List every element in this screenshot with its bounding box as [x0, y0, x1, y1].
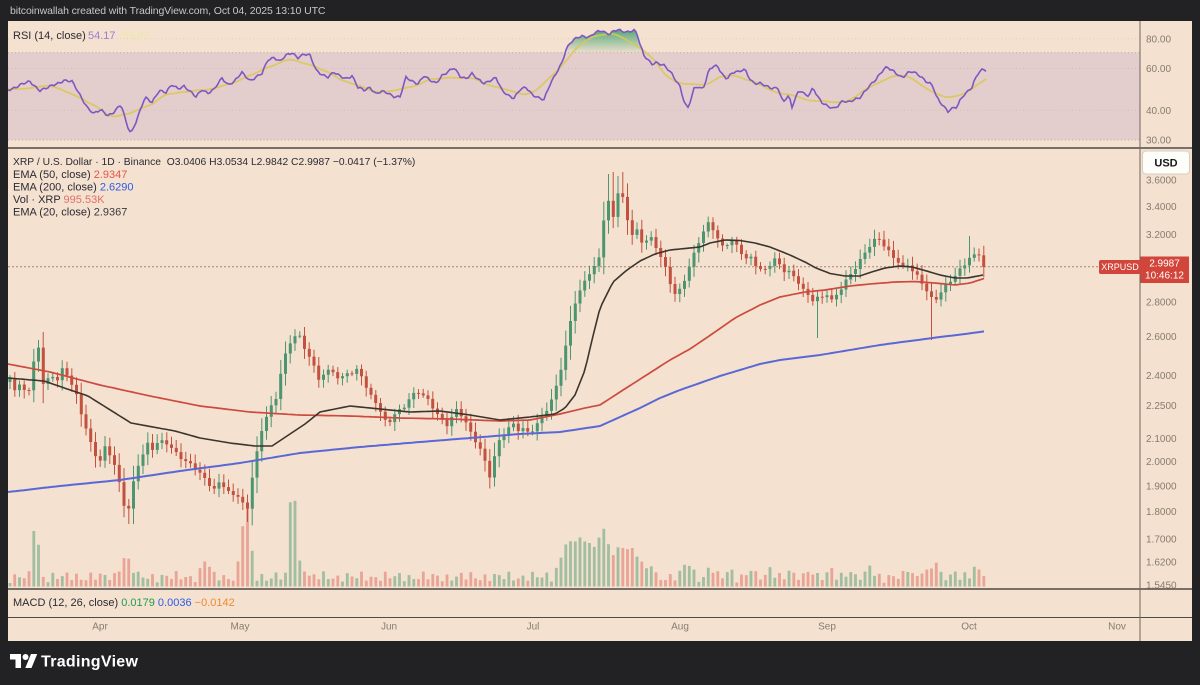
svg-text:1.7000: 1.7000	[1146, 535, 1177, 546]
svg-text:EMA (20, close) 2.9367: EMA (20, close) 2.9367	[13, 207, 127, 219]
svg-text:2.2500: 2.2500	[1146, 401, 1177, 412]
svg-text:XRPUSD: XRPUSD	[1101, 262, 1139, 272]
svg-text:60.00: 60.00	[1146, 64, 1171, 75]
svg-text:Aug: Aug	[671, 622, 689, 633]
svg-text:1.5450: 1.5450	[1146, 580, 1177, 591]
svg-text:EMA (200, close) 2.6290: EMA (200, close) 2.6290	[13, 182, 133, 194]
svg-text:MACD (12, 26, close) 0.0179 0.: MACD (12, 26, close) 0.0179 0.0036 −0.01…	[13, 597, 235, 609]
svg-text:Nov: Nov	[1108, 622, 1126, 633]
svg-text:3.4000: 3.4000	[1146, 202, 1177, 213]
svg-text:80.00: 80.00	[1146, 34, 1171, 45]
svg-text:40.00: 40.00	[1146, 106, 1171, 117]
svg-text:53.47: 53.47	[122, 30, 150, 42]
svg-text:Oct: Oct	[961, 622, 977, 633]
svg-text:Sep: Sep	[818, 622, 836, 633]
svg-text:TradingView: TradingView	[41, 654, 139, 671]
svg-text:EMA (50, close) 2.9347: EMA (50, close) 2.9347	[13, 169, 127, 181]
svg-text:2.4000: 2.4000	[1146, 371, 1177, 382]
svg-text:2.8000: 2.8000	[1146, 298, 1177, 309]
svg-text:RSI (14, close): RSI (14, close)	[13, 30, 86, 42]
svg-text:3.2000: 3.2000	[1146, 230, 1177, 241]
svg-text:1.8000: 1.8000	[1146, 507, 1177, 518]
svg-text:10:46:12: 10:46:12	[1145, 271, 1184, 282]
svg-text:1.9000: 1.9000	[1146, 481, 1177, 492]
svg-text:2.0000: 2.0000	[1146, 457, 1177, 468]
svg-text:Apr: Apr	[92, 622, 108, 633]
svg-text:USD: USD	[1154, 158, 1177, 170]
svg-text:May: May	[231, 622, 250, 633]
svg-text:2.9987: 2.9987	[1149, 259, 1180, 270]
svg-text:Vol · XRP 995.53K: Vol · XRP 995.53K	[13, 194, 105, 206]
svg-text:Jun: Jun	[381, 622, 397, 633]
svg-text:30.00: 30.00	[1146, 136, 1171, 147]
svg-text:Jul: Jul	[527, 622, 540, 633]
svg-text:XRP / U.S. Dollar · 1D · Binan: XRP / U.S. Dollar · 1D · Binance O3.0406…	[13, 157, 415, 168]
svg-text:1.6200: 1.6200	[1146, 558, 1177, 569]
svg-text:2.1000: 2.1000	[1146, 434, 1177, 445]
svg-text:54.17: 54.17	[88, 30, 116, 42]
svg-text:3.6000: 3.6000	[1146, 176, 1177, 187]
svg-text:2.6000: 2.6000	[1146, 332, 1177, 343]
